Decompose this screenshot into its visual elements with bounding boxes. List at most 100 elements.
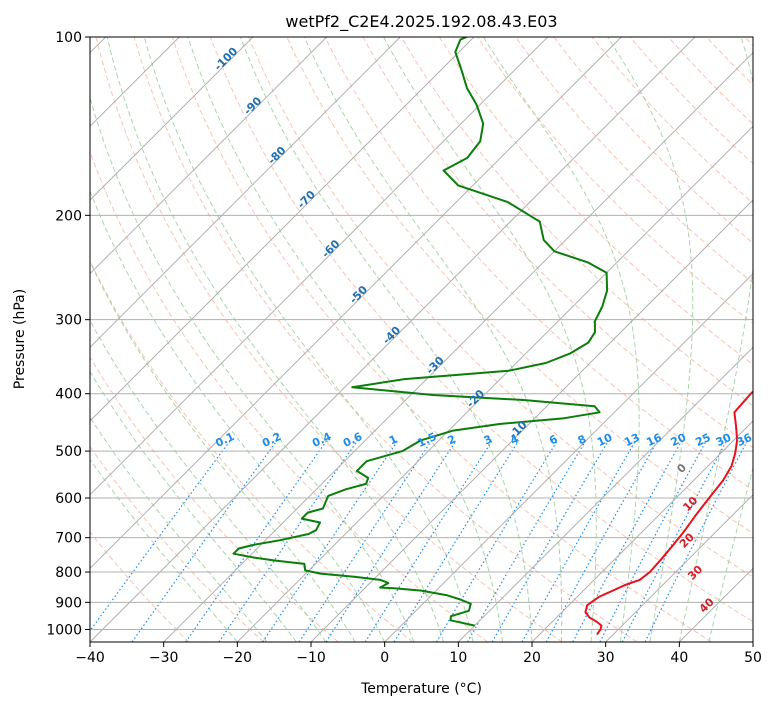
mixing-ratio-line [90, 440, 231, 632]
dry-adiabat [90, 259, 414, 642]
dry-adiabat [90, 150, 488, 642]
dry-adiabat [591, 37, 753, 204]
dry-adiabat [477, 37, 753, 325]
dry-adiabat [515, 37, 753, 284]
isotherm-line [384, 272, 753, 642]
isotherm-line [90, 37, 696, 642]
mixing-ratio-line [644, 440, 748, 642]
mixing-ratio-line [521, 440, 637, 642]
dry-adiabat [553, 37, 753, 244]
moist-adiabat [90, 260, 356, 642]
isotherm-label: -60 [319, 237, 342, 260]
isotherm-line [90, 37, 549, 496]
mixing-ratio-line [491, 440, 609, 642]
mixing-ratio-line [185, 440, 328, 642]
mixing-ratio-label: 13 [622, 431, 641, 449]
isotherm-line [531, 420, 753, 642]
x-tick-label: 10 [449, 650, 467, 666]
isotherm-label: -20 [464, 387, 487, 410]
isotherm-label: -100 [212, 44, 241, 73]
dry-adiabat [171, 37, 712, 642]
isotherm-line [90, 37, 401, 349]
x-tick-label: −40 [75, 650, 105, 666]
mixing-ratio-label: 25 [693, 431, 712, 449]
mixing-ratio-label: 1 [387, 432, 399, 447]
isotherm-line [90, 37, 475, 422]
mixing-ratio-label: 3 [482, 432, 494, 447]
moist-adiabat [303, 37, 563, 642]
mixing-ratio-label: 20 [669, 431, 689, 449]
isotherm-label: -40 [380, 324, 403, 347]
isotherm-line [90, 37, 328, 275]
isotherm-line [236, 125, 753, 642]
dry-adiabat [668, 37, 753, 125]
y-tick-label: 400 [55, 387, 82, 403]
isotherm-line [605, 493, 753, 642]
moist-adiabat [239, 37, 533, 642]
profiles [232, 37, 753, 636]
x-tick-label: −10 [296, 650, 326, 666]
isotherm-line [90, 37, 254, 201]
isotherm-label: -80 [265, 144, 288, 167]
mixing-ratio-label: 0.6 [341, 430, 364, 450]
y-tick-label: 700 [55, 531, 82, 547]
mixing-ratio-line [298, 440, 432, 642]
moist-adiabat-label: 40 [697, 595, 717, 615]
mixing-ratio-label: 36 [735, 431, 755, 449]
mixing-ratio-line [325, 440, 457, 642]
dry-adiabat [95, 37, 563, 642]
y-tick-label: 200 [55, 208, 82, 224]
dry-adiabat [438, 37, 753, 365]
dry-adiabat [210, 37, 753, 623]
moist-adiabat [708, 466, 753, 642]
mixing-ratio-label: 10 [595, 431, 615, 449]
x-tick-label: 50 [744, 650, 762, 666]
moist-adiabat [607, 37, 694, 642]
temperature-profile [584, 390, 753, 636]
x-tick-label: 40 [670, 650, 688, 666]
isotherm-label: -90 [241, 94, 264, 117]
isotherm-label: -50 [347, 283, 370, 306]
y-tick-label: 500 [55, 444, 82, 460]
x-tick-label: −20 [223, 650, 253, 666]
moist-adiabat [90, 458, 238, 642]
dry-adiabat [286, 37, 753, 534]
y-tick-label: 800 [55, 565, 82, 581]
isotherm-line [457, 346, 753, 642]
x-tick-label: 20 [523, 650, 541, 666]
dry-adiabat [324, 37, 753, 491]
x-tick-label: 30 [597, 650, 615, 666]
isotherm-line [163, 51, 753, 642]
isotherm-line [678, 567, 753, 642]
y-tick-label: 1000 [46, 622, 82, 638]
isotherm-label: -30 [424, 354, 447, 377]
moist-adiabat [90, 189, 386, 642]
plot-frame [89, 36, 754, 643]
background-lines [90, 37, 753, 642]
moist-adiabat-label: 20 [677, 530, 697, 550]
moist-adiabat [187, 37, 503, 642]
mixing-ratio-line [131, 440, 278, 642]
mixing-ratio-line [393, 440, 520, 642]
x-tick-label: −30 [149, 650, 179, 666]
mixing-ratio-line [262, 440, 399, 642]
moist-adiabat [90, 416, 268, 642]
moist-adiabat [90, 319, 327, 642]
isotherm-label: -70 [295, 188, 318, 211]
y-axis-label: Pressure (hPa) [12, 289, 28, 389]
mixing-ratio-line [364, 440, 493, 642]
dry-adiabat [706, 37, 753, 86]
dry-adiabat [362, 37, 753, 449]
mixing-ratio-line [466, 440, 587, 642]
y-tick-label: 100 [55, 30, 82, 46]
axes: −40 −30 −20 −10 0 10 20 30 40 5010020030040050060… [46, 30, 762, 666]
dry-adiabat [248, 37, 753, 578]
mixing-ratio-line [545, 440, 659, 642]
x-tick-label: 0 [380, 650, 389, 666]
mixing-ratio-label: 30 [714, 431, 734, 449]
moist-adiabat [106, 37, 445, 642]
mixing-ratio-line [572, 440, 683, 642]
isotherm-line [90, 37, 622, 570]
